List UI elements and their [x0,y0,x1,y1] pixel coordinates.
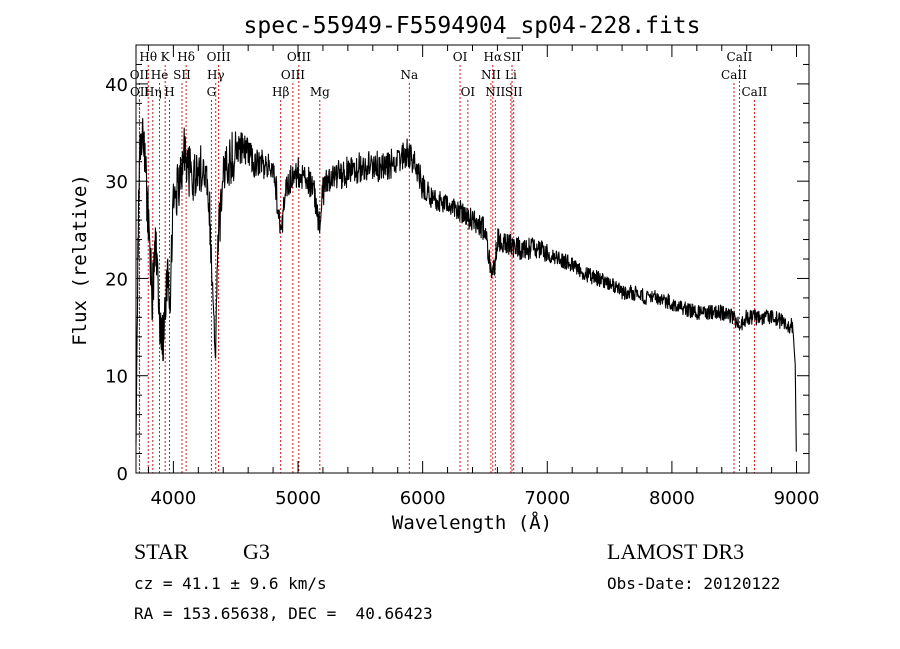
spectrum-line [135,117,797,452]
line-label: SII [503,50,521,64]
object-subclass: G3 [243,539,270,564]
line-label: K [161,50,171,64]
line-label: Na [400,68,418,82]
x-tick-label: 4000 [150,488,196,509]
line-label: G [207,85,217,99]
line-label: Li [505,68,517,82]
y-tick-label: 10 [105,367,128,388]
line-label: Hθ [139,50,157,64]
line-label: OII [130,68,150,82]
y-tick-label: 40 [105,75,128,96]
line-label: OIII [287,50,311,64]
coordinates: RA = 153.65638, DEC = 40.66423 [134,604,433,623]
line-label: H [164,85,174,99]
line-label: CaII [727,50,753,64]
x-axis-ticks: 4000 5000 6000 7000 8000 9000 [147,45,820,509]
survey-name: LAMOST DR3 [607,539,745,564]
line-label: Hη [144,85,162,99]
redshift-velocity: cz = 41.1 ± 9.6 km/s [134,574,327,593]
x-tick-label: 5000 [275,488,321,509]
y-tick-label: 30 [105,172,128,193]
line-label: NII [481,68,501,82]
x-tick-label: 6000 [400,488,446,509]
y-tick-label: 20 [105,269,128,290]
line-label: OI [453,50,468,64]
line-label: Hδ [177,50,195,64]
line-label: CaII [721,68,747,82]
observation-date: Obs-Date: 20120122 [607,574,781,593]
object-class: STAR [134,539,189,564]
line-label: Hα [484,50,503,64]
line-label: NII [485,85,505,99]
y-tick-label: 0 [117,464,128,485]
line-label: SII [173,68,191,82]
spectral-line-markers [138,65,755,473]
chart-title: spec-55949-F5594904_sp04-228.fits [244,13,701,39]
line-label: SII [505,85,523,99]
line-label: OIII [281,68,305,82]
line-label: CaII [741,85,767,99]
line-label: He [151,68,169,82]
spectral-line-labels: Hθ OII OII K He Hη H Hδ SII OIII Hγ G Hβ OIII OIII Mg Na… [130,50,768,99]
line-label: OIII [207,50,231,64]
x-tick-label: 7000 [524,488,570,509]
line-label: Hβ [272,85,289,99]
plot-frame [135,44,810,474]
line-label: OI [461,85,476,99]
y-axis-label: Flux (relative) [69,174,91,346]
line-label: Hγ [207,68,225,82]
x-tick-label: 9000 [774,488,820,509]
y-axis-ticks: 0 10 20 30 40 [105,44,809,485]
line-label: OII [130,85,150,99]
x-tick-label: 8000 [649,488,695,509]
line-label: Mg [310,85,330,99]
x-axis-label: Wavelength (Å) [392,511,552,534]
